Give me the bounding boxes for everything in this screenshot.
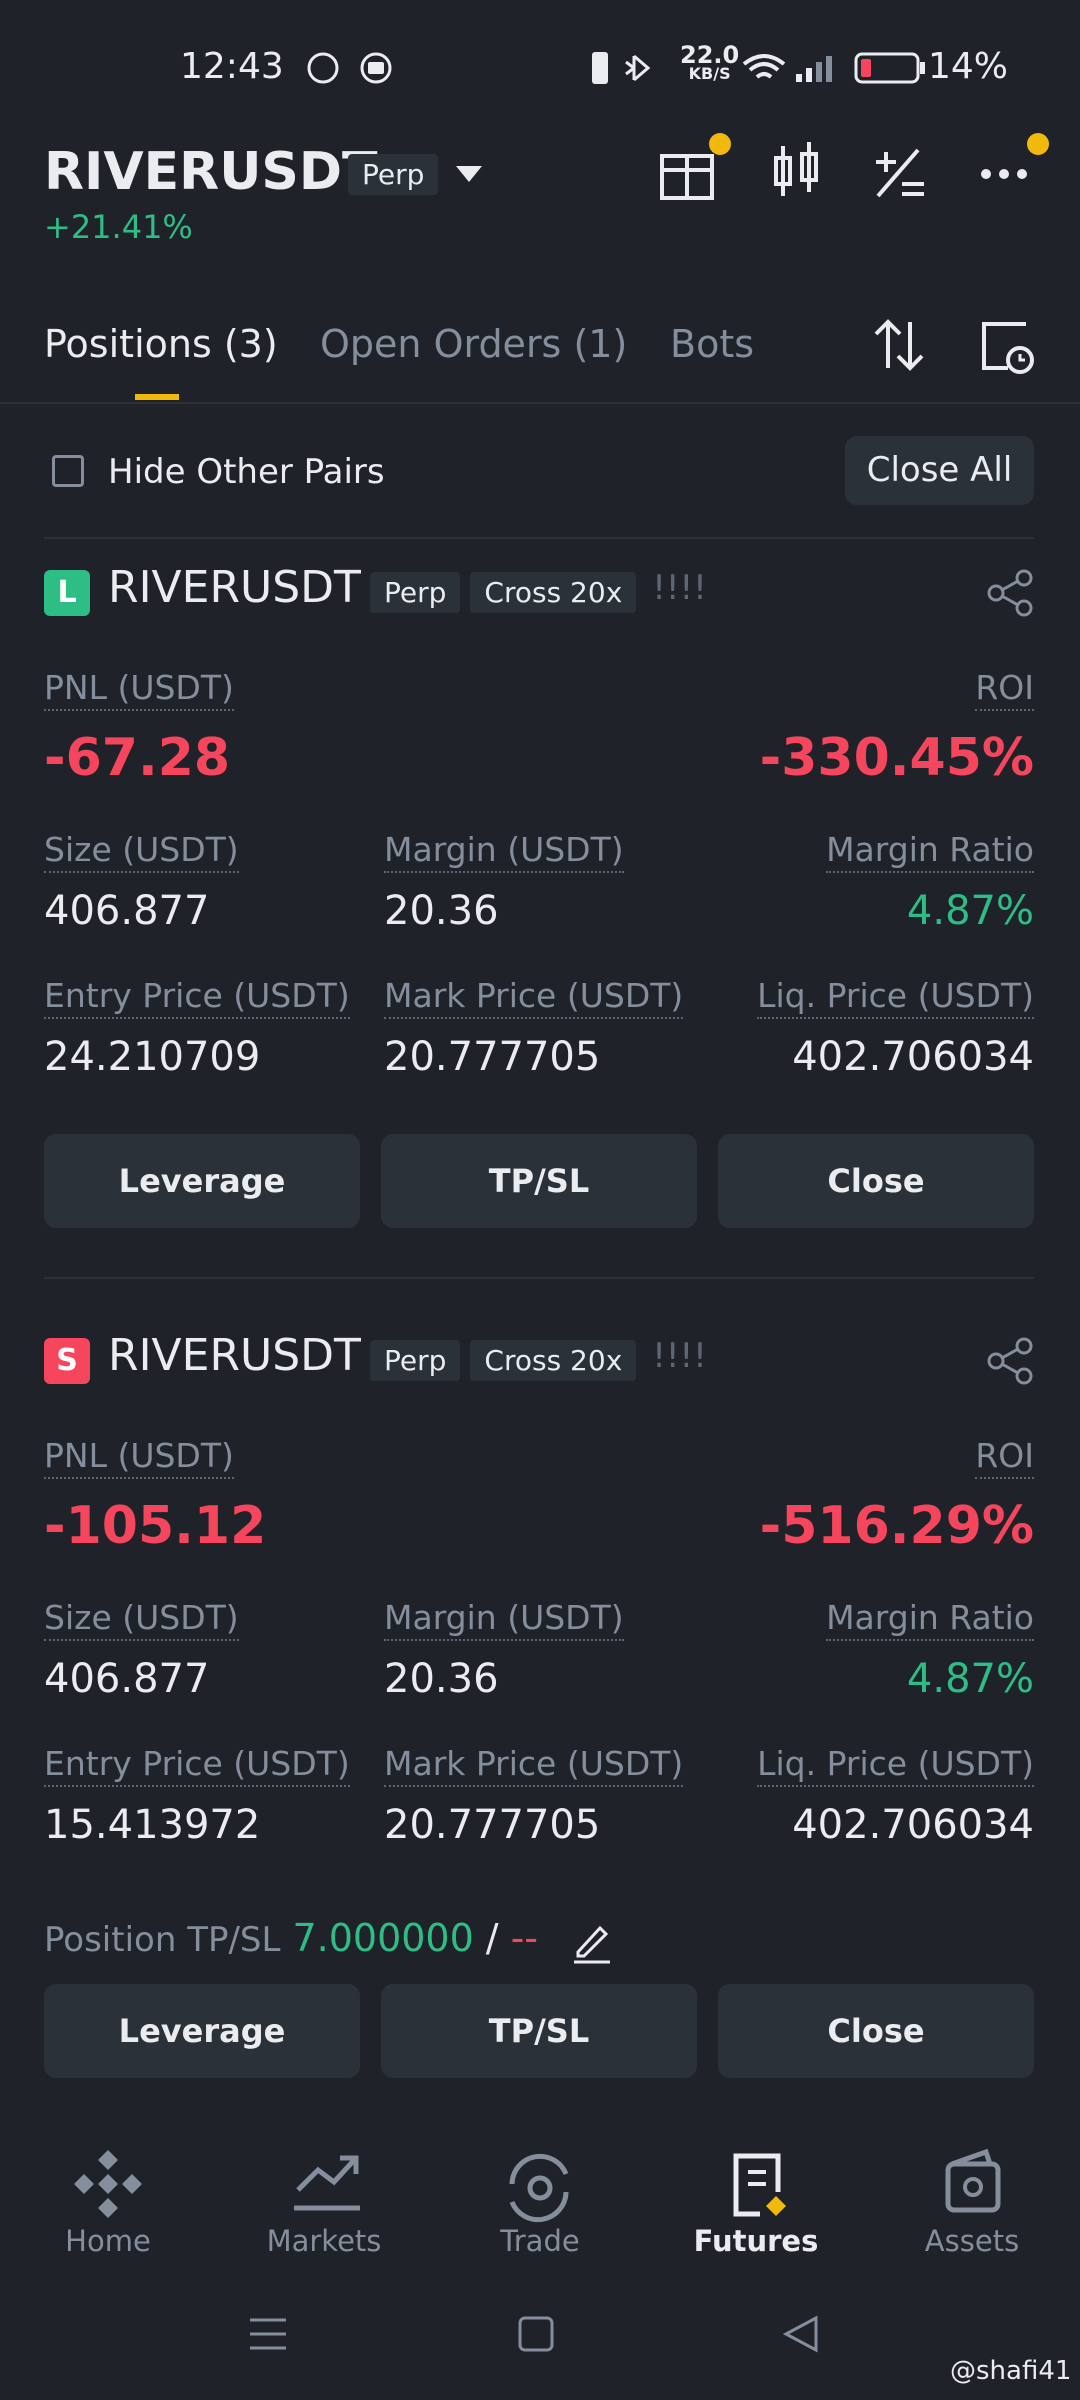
action-button[interactable]: Close <box>718 1134 1034 1228</box>
field-label: Size (USDT) <box>44 1598 239 1641</box>
net-speed-unit: KB/S <box>688 64 731 83</box>
field-value: 15.413972 <box>44 1802 261 1848</box>
field-label: Liq. Price (USDT) <box>757 976 1034 1019</box>
divider <box>44 1277 1034 1279</box>
header-symbol: RIVERUSDT <box>44 142 378 202</box>
tab-active[interactable]: Positions (3) <box>44 322 278 366</box>
nav-label[interactable]: Futures <box>693 2224 819 2258</box>
header-actions[interactable] <box>656 128 1076 208</box>
field-label: Margin Ratio <box>826 830 1034 873</box>
field-label: PNL (USDT) <box>44 668 234 711</box>
close-all-button[interactable]: Close All <box>845 436 1034 505</box>
pnl-value: -67.28 <box>44 728 231 788</box>
status-time: 12:43 <box>180 46 284 87</box>
nav-label[interactable]: Markets <box>266 2224 382 2258</box>
side-badge: L <box>44 570 90 616</box>
field-label: Mark Price (USDT) <box>384 1744 684 1787</box>
field-label: Liq. Price (USDT) <box>757 1744 1034 1787</box>
action-button[interactable]: Close <box>718 1984 1034 2078</box>
field-label: Entry Price (USDT) <box>44 976 350 1019</box>
field-value: 20.36 <box>384 1656 499 1702</box>
field-value: 20.777705 <box>384 1802 601 1848</box>
net-speed-value: 22.0 <box>680 41 740 69</box>
field-value: 4.87% <box>906 888 1034 934</box>
position-tag: Cross 20x <box>470 572 637 613</box>
field-value: 406.877 <box>44 1656 210 1702</box>
action-button[interactable]: TP/SL <box>381 1134 697 1228</box>
edit-icon[interactable] <box>570 1920 614 1964</box>
field-label: Margin (USDT) <box>384 1598 624 1641</box>
tab-tools[interactable] <box>870 316 1050 376</box>
system-nav[interactable] <box>0 2306 1080 2366</box>
roi-value: -330.45% <box>759 728 1034 788</box>
tpsl-label: Position TP/SL <box>44 1920 281 1960</box>
field-value: 20.36 <box>384 888 499 934</box>
status-app-icons <box>307 52 392 84</box>
nav-icons[interactable] <box>0 2140 1080 2230</box>
field-value: 20.777705 <box>384 1034 601 1080</box>
status-signal-battery <box>742 52 925 84</box>
tpsl-tp: 7.000000 <box>292 1916 474 1960</box>
nav-label[interactable]: Trade <box>500 2224 580 2258</box>
divider <box>44 537 1034 539</box>
tab[interactable]: Bots <box>670 322 755 366</box>
battery-level: 14% <box>928 46 1009 87</box>
watermark: @shafi41 <box>950 2356 1072 2386</box>
status-icons-left <box>592 52 651 84</box>
position-tag: Cross 20x <box>470 1340 637 1381</box>
checkbox[interactable] <box>52 455 84 487</box>
position-tag: Perp <box>370 572 461 613</box>
field-value: 406.877 <box>44 888 210 934</box>
nav-label[interactable]: Assets <box>924 2224 1020 2258</box>
tab-indicator <box>135 394 179 400</box>
pnl-value: -105.12 <box>44 1496 267 1556</box>
nav-label[interactable]: Home <box>65 2224 151 2258</box>
field-label: Margin Ratio <box>826 1598 1034 1641</box>
roi-value: -516.29% <box>759 1496 1034 1556</box>
tab[interactable]: Open Orders (1) <box>320 322 628 366</box>
header-tag: Perp <box>348 154 439 195</box>
position-symbol: RIVERUSDT <box>108 562 361 613</box>
action-button[interactable]: TP/SL <box>381 1984 697 2078</box>
position-symbol: RIVERUSDT <box>108 1330 361 1381</box>
field-value: 402.706034 <box>792 1802 1034 1848</box>
net-speed: 22.0 KB/S <box>680 41 740 83</box>
header-change: +21.41% <box>44 208 193 246</box>
share-icon[interactable] <box>986 1336 1036 1386</box>
action-button[interactable]: Leverage <box>44 1984 360 2078</box>
field-value: 4.87% <box>906 1656 1034 1702</box>
field-label: ROI <box>975 668 1034 711</box>
tpsl-sl: -- <box>510 1916 539 1960</box>
position-tag: Perp <box>370 1340 461 1381</box>
alert-marks: !!!! <box>652 1336 707 1376</box>
alert-marks: !!!! <box>652 568 707 608</box>
field-label: Entry Price (USDT) <box>44 1744 350 1787</box>
tpsl-sep: / <box>485 1916 499 1960</box>
share-icon[interactable] <box>986 568 1036 618</box>
field-label: ROI <box>975 1436 1034 1479</box>
field-label: Mark Price (USDT) <box>384 976 684 1019</box>
field-label: Size (USDT) <box>44 830 239 873</box>
hide-pairs-label[interactable]: Hide Other Pairs <box>108 452 385 492</box>
tpsl-row: Position TP/SL 7.000000/-- <box>44 1916 614 1964</box>
action-button[interactable]: Leverage <box>44 1134 360 1228</box>
field-value: 24.210709 <box>44 1034 261 1080</box>
dropdown-icon[interactable] <box>454 164 484 184</box>
tab-divider <box>0 402 1080 404</box>
field-value: 402.706034 <box>792 1034 1034 1080</box>
field-label: Margin (USDT) <box>384 830 624 873</box>
side-badge: S <box>44 1338 90 1384</box>
field-label: PNL (USDT) <box>44 1436 234 1479</box>
